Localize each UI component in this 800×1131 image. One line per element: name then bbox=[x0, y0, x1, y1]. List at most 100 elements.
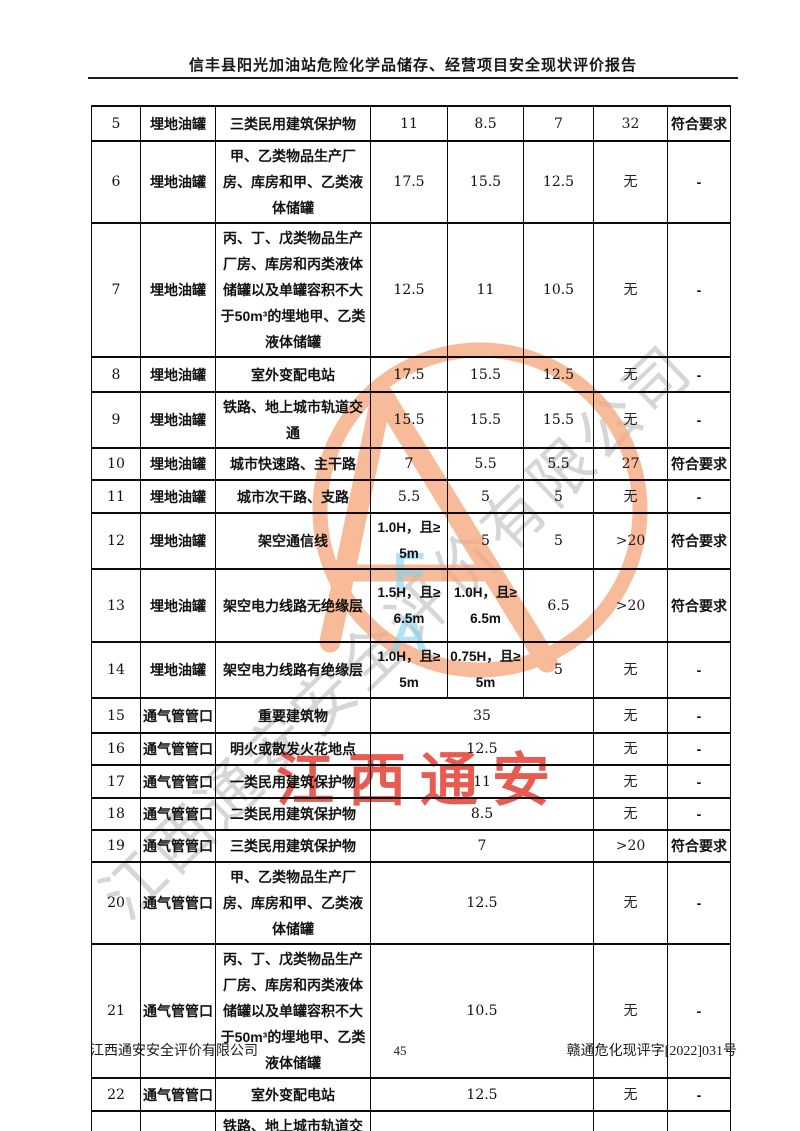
value-cell: 12.5 bbox=[523, 356, 594, 393]
value-cell: 7 bbox=[523, 105, 594, 142]
table-row: 13 埋地油罐 架空电力线路无绝缘层 1.5H，且≥ 6.5m 1.0H，且≥ 6.5m… bbox=[91, 568, 731, 643]
item-cell: 通气管管口 bbox=[140, 829, 216, 863]
target-cell: 城市次干路、支路 bbox=[215, 479, 371, 514]
row-number-cell: 8 bbox=[91, 356, 141, 393]
conclusion-cell: - bbox=[667, 764, 731, 799]
target-cell: 三类民用建筑保护物 bbox=[215, 105, 371, 142]
actual-distance-cell: >20 bbox=[593, 512, 668, 570]
value-cell: 15.5 bbox=[447, 356, 524, 393]
row-number-cell: 7 bbox=[91, 222, 141, 358]
value-cell: 15.5 bbox=[447, 140, 524, 224]
actual-distance-cell: 27 bbox=[593, 447, 668, 481]
target-cell: 架空电力线路有绝缘层 bbox=[215, 641, 371, 699]
value-cell: 1.5H，且≥ 6.5m bbox=[370, 568, 448, 643]
value-cell: 12.5 bbox=[523, 140, 594, 224]
value-cell: 15.5 bbox=[370, 391, 448, 449]
safety-distance-table: 5 埋地油罐 三类民用建筑保护物 11 8.5 7 32 符合要求 6 埋地油罐 甲、乙类物品生产厂… bbox=[91, 105, 731, 1131]
footer-company: 江西通安安全评价有限公司 bbox=[90, 1044, 258, 1059]
row-number-cell: 12 bbox=[91, 512, 141, 570]
value-cell: 10.5 bbox=[370, 943, 594, 1079]
row-number-cell: 23 bbox=[91, 1110, 141, 1131]
row-number-cell: 18 bbox=[91, 797, 141, 831]
table-row: 18 通气管管口 二类民用建筑保护物 8.5 无 - bbox=[91, 797, 731, 831]
target-cell: 室外变配电站 bbox=[215, 1077, 371, 1112]
actual-distance-cell: 无 bbox=[593, 391, 668, 449]
value-cell: 5.5 bbox=[370, 479, 448, 514]
target-cell: 丙、丁、戊类物品生产厂房、库房和丙类液体储罐以及单罐容积不大于50m³的埋地甲、… bbox=[215, 222, 371, 358]
item-cell: 埋地油罐 bbox=[140, 568, 216, 643]
value-cell: 5.5 bbox=[523, 447, 594, 481]
conclusion-cell: 符合要求 bbox=[667, 447, 731, 481]
actual-distance-cell: 无 bbox=[593, 797, 668, 831]
item-cell: 通气管管口 bbox=[140, 1110, 216, 1131]
actual-distance-cell: 无 bbox=[593, 943, 668, 1079]
table-row: 21 通气管管口 丙、丁、戊类物品生产厂房、库房和丙类液体储罐以及单罐容积不大于50… bbox=[91, 943, 731, 1079]
table-row: 22 通气管管口 室外变配电站 12.5 无 - bbox=[91, 1077, 731, 1112]
actual-distance-cell: 无 bbox=[593, 222, 668, 358]
conclusion-cell: - bbox=[667, 391, 731, 449]
value-cell: 35 bbox=[370, 697, 594, 734]
value-cell: 6.5 bbox=[523, 568, 594, 643]
row-number-cell: 21 bbox=[91, 943, 141, 1079]
row-number-cell: 13 bbox=[91, 568, 141, 643]
row-number-cell: 11 bbox=[91, 479, 141, 514]
row-number-cell: 17 bbox=[91, 764, 141, 799]
table-row: 15 通气管管口 重要建筑物 35 无 - bbox=[91, 697, 731, 734]
actual-distance-cell: 无 bbox=[593, 641, 668, 699]
conclusion-cell: - bbox=[667, 222, 731, 358]
value-cell: 8.5 bbox=[447, 105, 524, 142]
table-row: 17 通气管管口 一类民用建筑保护物 11 无 - bbox=[91, 764, 731, 799]
row-number-cell: 22 bbox=[91, 1077, 141, 1112]
value-cell: 5 bbox=[523, 512, 594, 570]
row-number-cell: 20 bbox=[91, 861, 141, 945]
table-row: 20 通气管管口 甲、乙类物品生产厂房、库房和甲、乙类液体储罐 12.5 无 - bbox=[91, 861, 731, 945]
value-cell: 5.5 bbox=[447, 447, 524, 481]
target-cell: 城市快速路、主干路 bbox=[215, 447, 371, 481]
value-cell: 1.0H，且≥ 5m bbox=[370, 512, 448, 570]
value-cell: 5 bbox=[523, 641, 594, 699]
item-cell: 通气管管口 bbox=[140, 732, 216, 766]
actual-distance-cell: 无 bbox=[593, 479, 668, 514]
conclusion-cell: - bbox=[667, 140, 731, 224]
value-cell: 11 bbox=[370, 764, 594, 799]
row-number-cell: 15 bbox=[91, 697, 141, 734]
item-cell: 埋地油罐 bbox=[140, 479, 216, 514]
row-number-cell: 14 bbox=[91, 641, 141, 699]
conclusion-cell: 符合要求 bbox=[667, 512, 731, 570]
conclusion-cell: - bbox=[667, 732, 731, 766]
row-number-cell: 19 bbox=[91, 829, 141, 863]
item-cell: 通气管管口 bbox=[140, 1077, 216, 1112]
value-cell: 17.5 bbox=[370, 356, 448, 393]
target-cell: 明火或散发火花地点 bbox=[215, 732, 371, 766]
conclusion-cell: - bbox=[667, 943, 731, 1079]
actual-distance-cell: 无 bbox=[593, 1110, 668, 1131]
value-cell: 11 bbox=[370, 105, 448, 142]
item-cell: 通气管管口 bbox=[140, 697, 216, 734]
conclusion-cell: - bbox=[667, 356, 731, 393]
table-row: 6 埋地油罐 甲、乙类物品生产厂房、库房和甲、乙类液体储罐 17.5 15.5 12.5 无… bbox=[91, 140, 731, 224]
value-cell: 7 bbox=[370, 829, 594, 863]
table-row: 8 埋地油罐 室外变配电站 17.5 15.5 12.5 无 - bbox=[91, 356, 731, 393]
table-row: 14 埋地油罐 架空电力线路有绝缘层 1.0H，且≥ 5m 0.75H，且≥ 5m 5 无 - bbox=[91, 641, 731, 699]
item-cell: 埋地油罐 bbox=[140, 356, 216, 393]
target-cell: 架空电力线路无绝缘层 bbox=[215, 568, 371, 643]
target-cell: 甲、乙类物品生产厂房、库房和甲、乙类液体储罐 bbox=[215, 140, 371, 224]
page-title: 信丰县阳光加油站危险化学品储存、经营项目安全现状评价报告 bbox=[188, 58, 637, 74]
actual-distance-cell: 无 bbox=[593, 697, 668, 734]
page-footer: 江西通安安全评价有限公司 45 赣通危化现评字[2022]031号 bbox=[0, 1038, 800, 1062]
target-cell: 三类民用建筑保护物 bbox=[215, 829, 371, 863]
target-cell: 重要建筑物 bbox=[215, 697, 371, 734]
conclusion-cell: - bbox=[667, 697, 731, 734]
target-cell: 二类民用建筑保护物 bbox=[215, 797, 371, 831]
actual-distance-cell: 无 bbox=[593, 1077, 668, 1112]
target-cell: 室外变配电站 bbox=[215, 356, 371, 393]
value-cell: 15.5 bbox=[370, 1110, 594, 1131]
target-cell: 甲、乙类物品生产厂房、库房和甲、乙类液体储罐 bbox=[215, 861, 371, 945]
item-cell: 埋地油罐 bbox=[140, 391, 216, 449]
item-cell: 通气管管口 bbox=[140, 943, 216, 1079]
target-cell: 一类民用建筑保护物 bbox=[215, 764, 371, 799]
table-row: 19 通气管管口 三类民用建筑保护物 7 >20 符合要求 bbox=[91, 829, 731, 863]
value-cell: 11 bbox=[447, 222, 524, 358]
